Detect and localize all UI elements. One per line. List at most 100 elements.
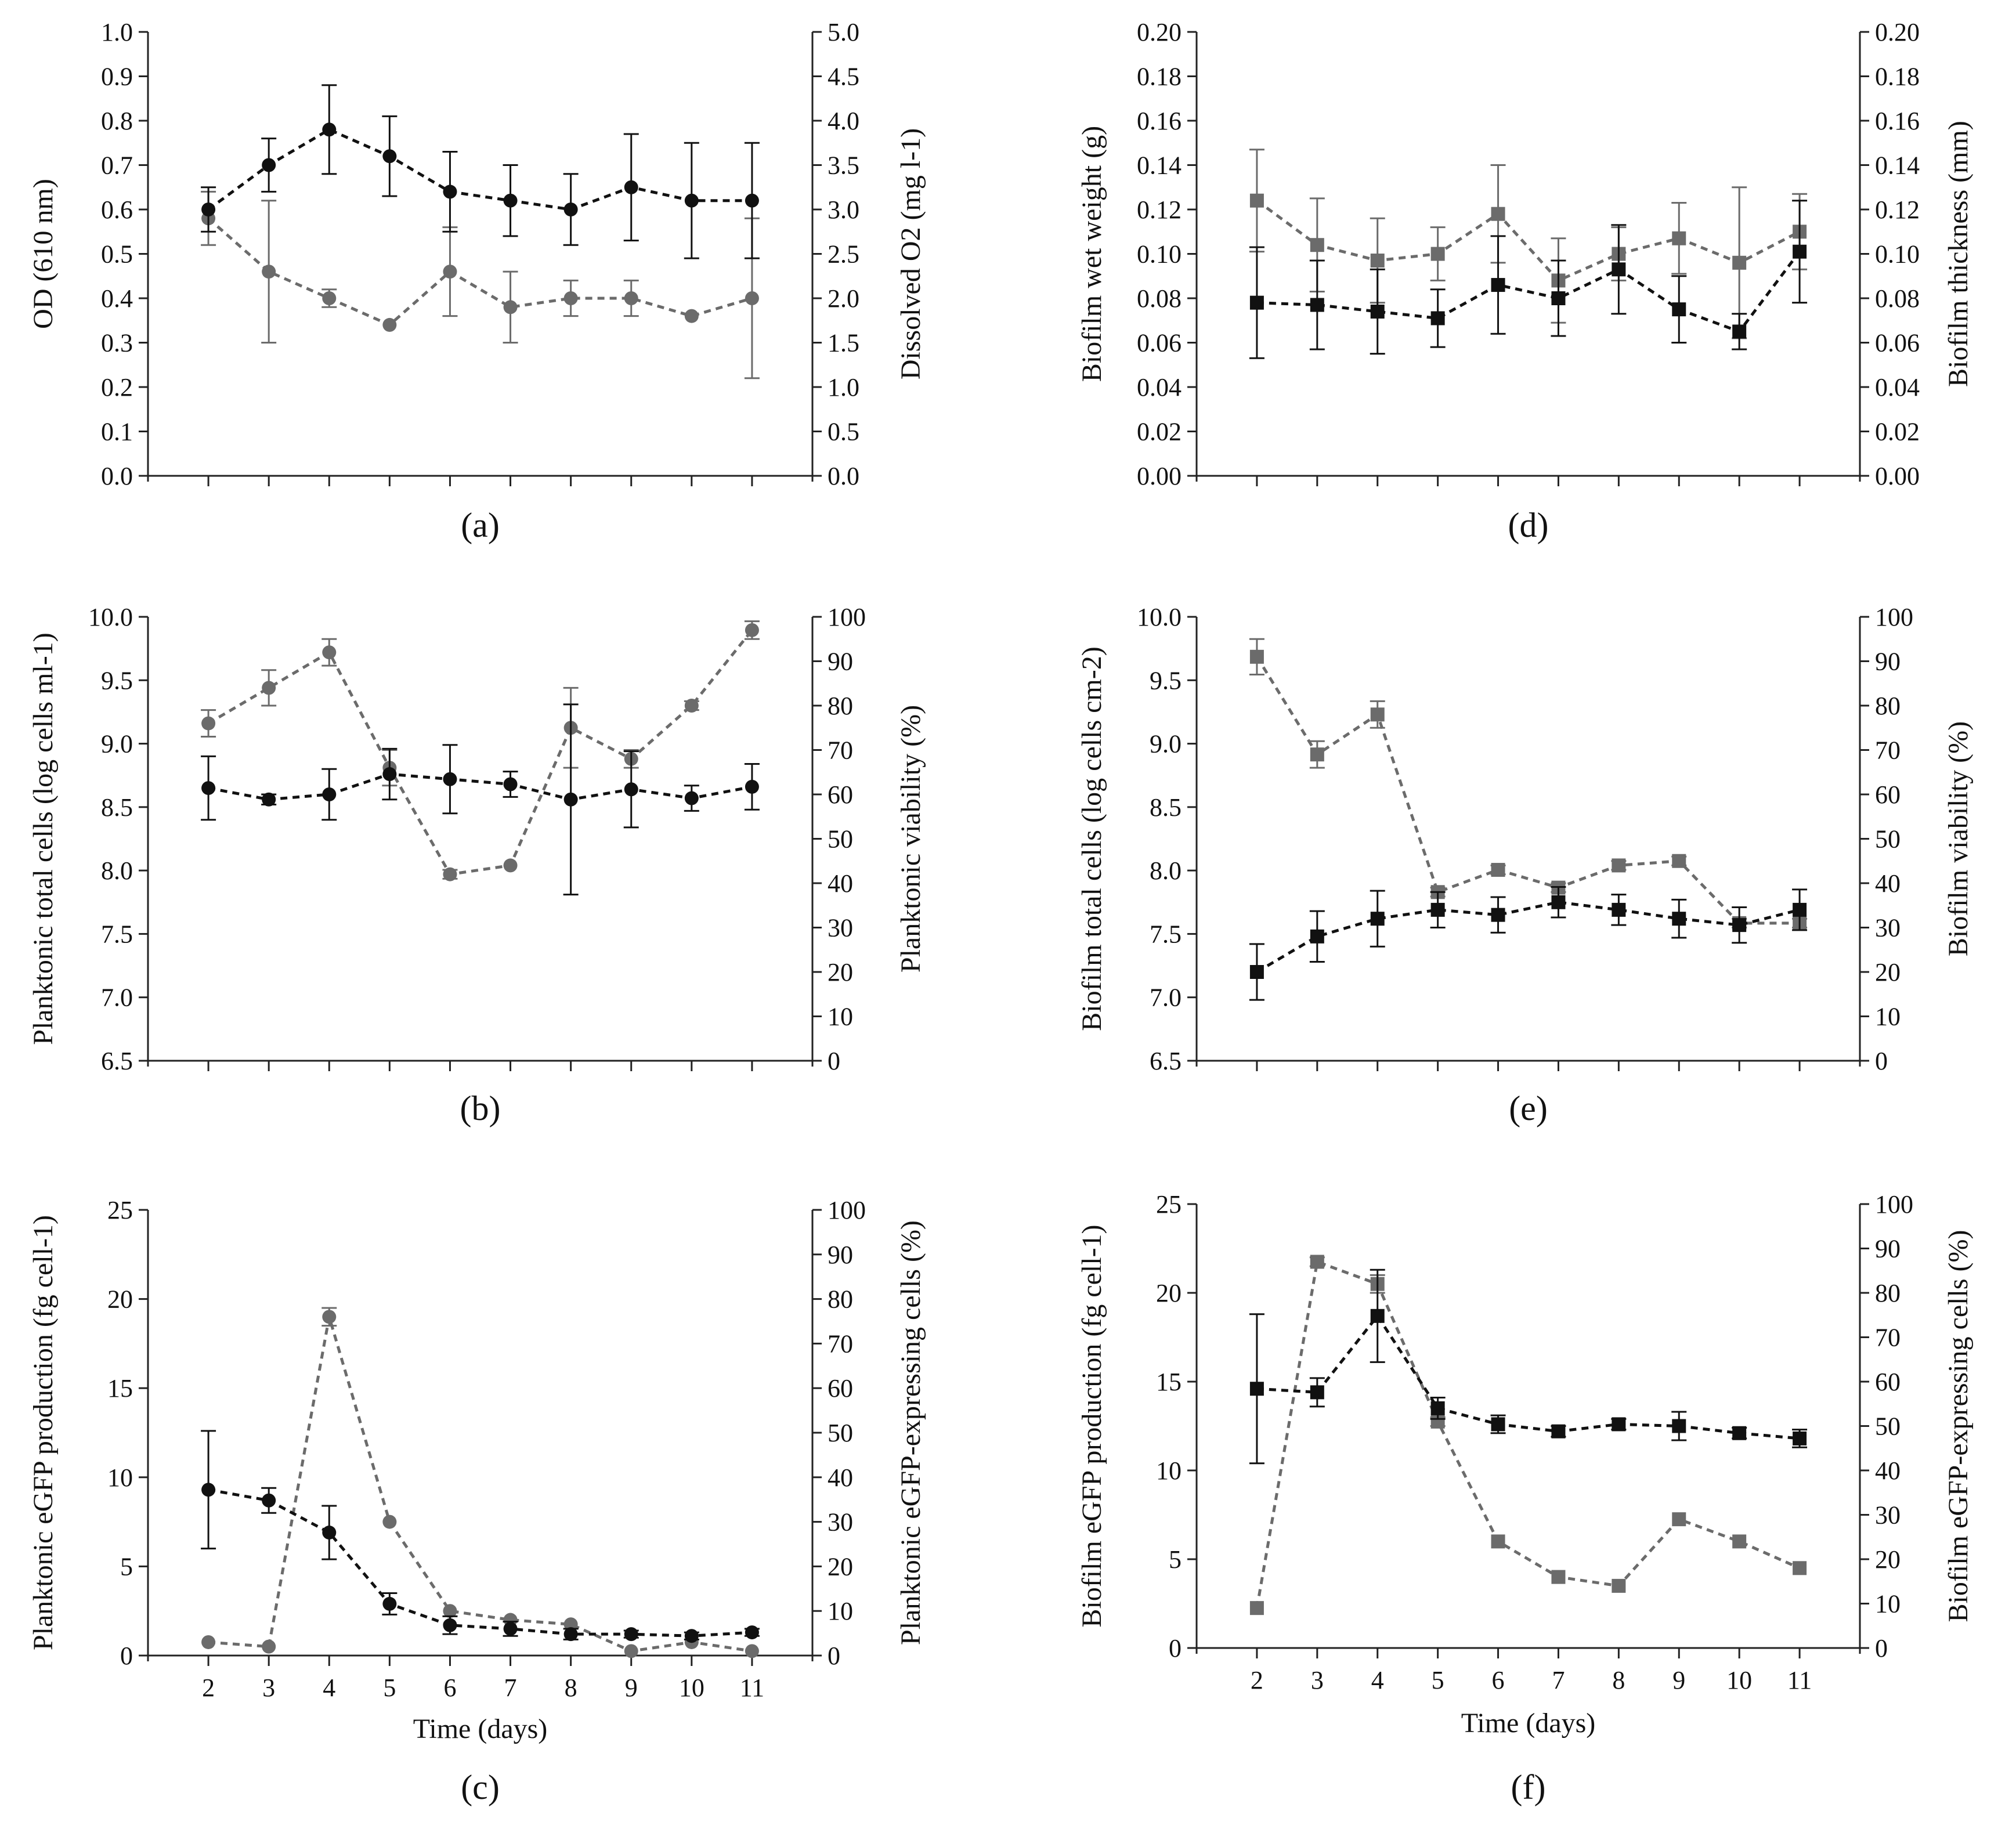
y-right-tick-label: 0.16 (1875, 107, 1920, 135)
data-point (262, 792, 276, 807)
y-right-tick-label: 0.06 (1875, 329, 1920, 357)
series-line (1256, 1313, 1800, 1440)
data-point (1672, 302, 1686, 317)
y-right-tick-label: 40 (1875, 869, 1901, 898)
data-point (1612, 902, 1626, 917)
x-tick-label: 2 (1251, 1666, 1263, 1694)
y-right-tick-label: 30 (828, 1508, 853, 1537)
series-line (1256, 901, 1800, 974)
series-line (207, 629, 753, 876)
y-right-tick-label: 80 (1875, 1279, 1901, 1307)
y-right-tick-label: 50 (828, 825, 853, 854)
data-point (745, 623, 759, 637)
y-right-tick-label: 0 (1875, 1047, 1888, 1075)
y-left-axis-label: Biofilm total cells (log cells cm-2) (1076, 646, 1107, 1031)
data-point (1612, 262, 1626, 277)
y-right-axis-label: Biofilm eGFP-expressing cells (%) (1943, 1230, 1974, 1622)
data-point (1249, 1382, 1264, 1396)
data-point (1310, 747, 1324, 762)
y-right-tick-label: 0.20 (1875, 18, 1920, 46)
data-point (262, 1493, 276, 1508)
y-left-tick-label: 5 (120, 1552, 133, 1581)
x-tick-label: 7 (504, 1674, 517, 1702)
y-right-tick-label: 20 (1875, 958, 1901, 986)
y-right-tick-label: 1.0 (828, 373, 859, 402)
y-right-tick-label: 40 (828, 1463, 853, 1492)
data-point (262, 265, 276, 279)
data-point (1491, 908, 1505, 922)
y-right-tick-label: 60 (1875, 780, 1901, 809)
y-right-tick-label: 4.5 (828, 63, 859, 91)
data-point (1732, 918, 1747, 933)
x-tick-label: 6 (1492, 1666, 1505, 1694)
x-tick-label: 9 (625, 1674, 638, 1702)
y-left-tick-label: 0.16 (1137, 107, 1182, 135)
y-right-tick-label: 20 (828, 1552, 853, 1581)
y-left-axis-label: Planktonic total cells (log cells ml-1) (28, 633, 59, 1045)
y-left-tick-label: 1.0 (101, 18, 133, 46)
y-right-tick-label: 50 (828, 1419, 853, 1447)
x-tick-label: 4 (1371, 1666, 1384, 1694)
y-right-tick-label: 30 (828, 914, 853, 942)
data-point (1310, 298, 1324, 312)
data-point (503, 1621, 518, 1636)
y-left-tick-label: 0.10 (1137, 240, 1182, 269)
data-point (1793, 244, 1807, 259)
data-point (1612, 858, 1626, 873)
x-tick-label: 3 (1311, 1666, 1324, 1694)
data-point (201, 203, 216, 216)
x-axis-label: Time (days) (1461, 1708, 1596, 1739)
data-point (563, 1617, 578, 1632)
data-point (1672, 912, 1686, 926)
y-right-tick-label: 10 (1875, 1590, 1901, 1618)
data-point (1793, 1431, 1807, 1445)
y-right-tick-label: 100 (828, 1196, 866, 1224)
y-right-tick-label: 30 (1875, 1501, 1901, 1530)
series-line (1255, 1260, 1801, 1609)
y-left-tick-label: 0.02 (1137, 418, 1182, 446)
y-right-tick-label: 100 (828, 603, 866, 631)
y-left-axis-label: Planktonic eGFP production (fg cell-1) (28, 1215, 59, 1650)
y-right-tick-label: 20 (828, 958, 853, 986)
y-left-tick-label: 8.5 (1150, 793, 1182, 822)
data-point (1491, 1417, 1505, 1432)
x-tick-label: 8 (1612, 1666, 1625, 1694)
data-point (684, 699, 699, 713)
y-left-tick-label: 10 (107, 1463, 133, 1492)
data-point (201, 781, 216, 796)
data-point (322, 291, 337, 305)
series-right-e (1249, 638, 1808, 930)
data-point (1249, 649, 1264, 664)
y-right-tick-label: 60 (828, 780, 853, 809)
data-point (1491, 1534, 1505, 1549)
y-left-axis-label: Biofilm wet weight (g) (1076, 126, 1107, 382)
panel-d: 0.00 0.02 0.04 0.06 0.08 0.10 0.12 0.14 0.16 0.18… (1076, 18, 1974, 544)
data-point (1793, 902, 1807, 917)
y-left-tick-label: 0.00 (1137, 462, 1182, 490)
panel-label: (b) (460, 1089, 501, 1127)
series-line (207, 217, 753, 327)
y-left-tick-label: 0 (120, 1642, 133, 1670)
y-right-tick-label: 0.10 (1875, 240, 1920, 269)
data-point (1249, 1601, 1264, 1615)
y-left-axis-label: OD (610 nm) (28, 179, 59, 329)
data-point (262, 1639, 276, 1654)
data-point (322, 787, 337, 801)
data-point (624, 291, 638, 305)
y-left-tick-label: 8.0 (1150, 856, 1182, 885)
data-point (1551, 895, 1566, 909)
series-right-b (201, 620, 760, 881)
y-right-tick-label: 0.0 (828, 462, 859, 490)
y-right-tick-label: 0.12 (1875, 196, 1920, 224)
y-right-tick-label: 50 (1875, 1412, 1901, 1441)
series-left-b (201, 703, 760, 896)
y-right-tick-label: 1.5 (828, 329, 859, 357)
y-left-tick-label: 0.20 (1137, 18, 1182, 46)
data-point (443, 265, 457, 279)
y-right-tick-label: 90 (828, 1241, 853, 1269)
x-tick-label: 10 (679, 1674, 704, 1702)
data-point (1249, 965, 1264, 979)
data-point (1491, 207, 1505, 221)
data-point (1249, 193, 1264, 208)
